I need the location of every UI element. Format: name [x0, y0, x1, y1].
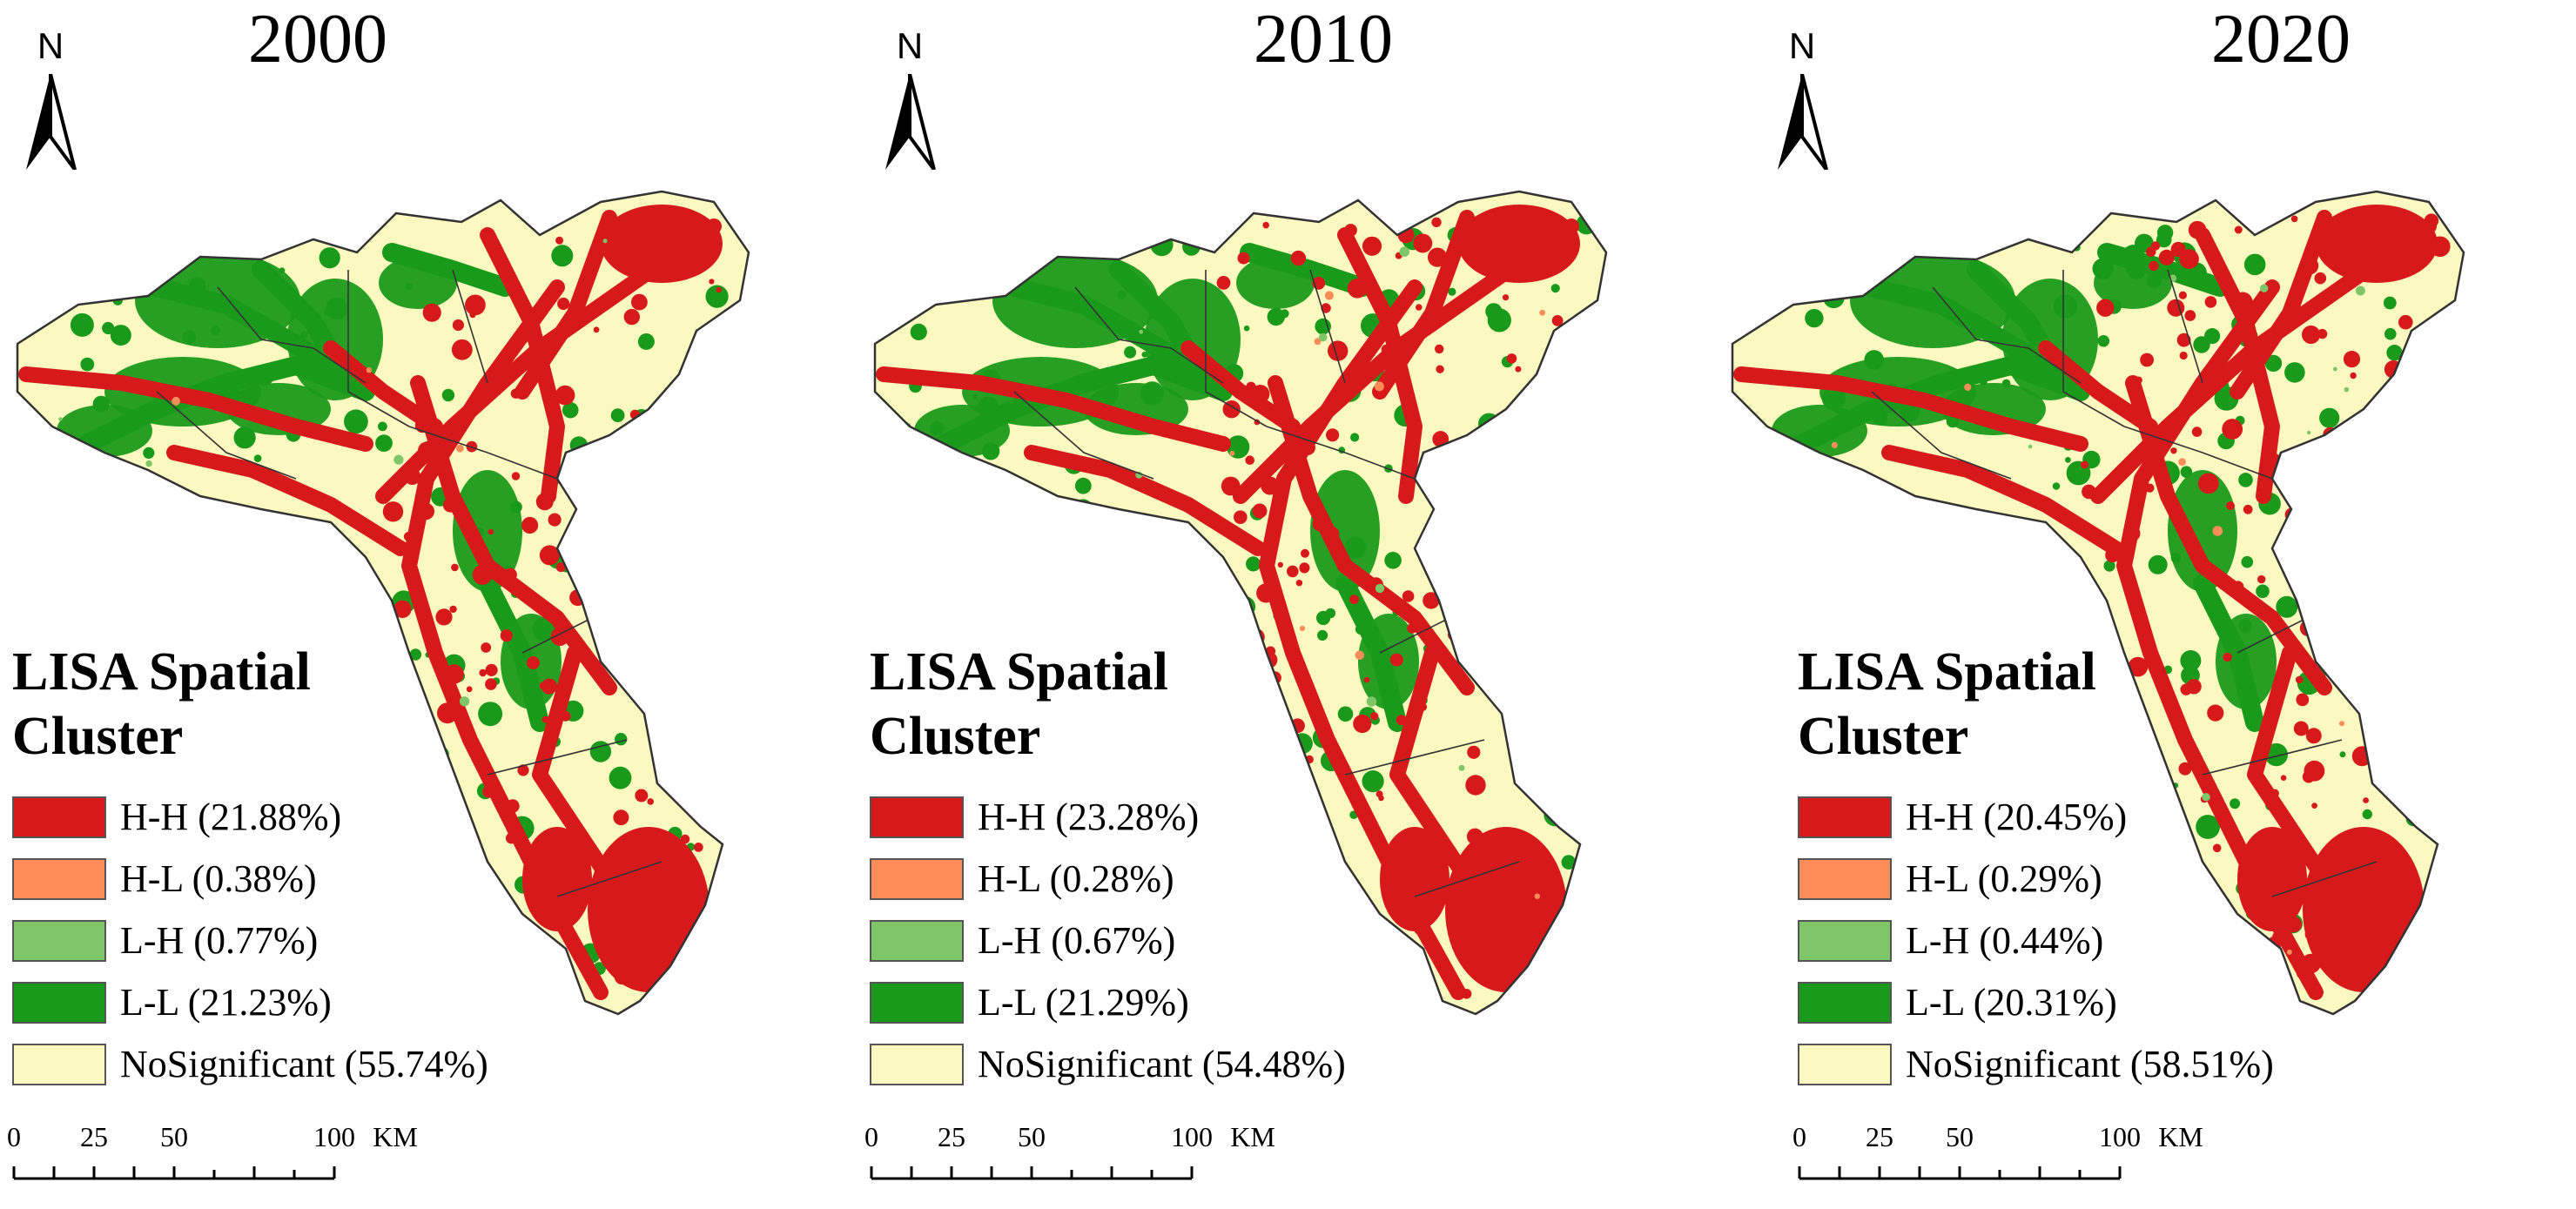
legend-item-ll: L-L (20.31%): [1798, 971, 2274, 1033]
legend-swatch: [870, 796, 964, 838]
legend-label: L-H (0.77%): [120, 918, 319, 962]
legend-swatch: [12, 1043, 106, 1085]
legend-label: L-H (0.44%): [1906, 918, 2104, 962]
legend-swatch: [1798, 1043, 1892, 1085]
legend-title-line2: Cluster: [1798, 707, 1969, 766]
legend-item-lh: L-H (0.44%): [1798, 910, 2274, 971]
legend-swatch: [12, 919, 106, 962]
panel-year-title: 2010: [1254, 1, 1393, 77]
legend-item-lh: L-H (0.77%): [12, 910, 488, 971]
scale-bar-ruler: [12, 1166, 336, 1180]
map-panel-2020: 2020 N LISA Spatial Cluster H-H (20.45%)…: [1715, 0, 2573, 1209]
scale-label-25: 25: [80, 1121, 108, 1152]
scale-label-50: 50: [160, 1121, 188, 1152]
legend-item-ns: NoSignificant (58.51%): [1798, 1033, 2274, 1095]
scale-unit: KM: [1230, 1121, 1275, 1152]
legend-swatch: [12, 857, 106, 900]
scale-label-100: 100: [1171, 1121, 1213, 1152]
legend-swatch: [12, 796, 106, 838]
legend-label: H-L (0.38%): [120, 856, 317, 900]
north-arrow: N: [16, 26, 85, 174]
legend-swatch: [1798, 796, 1892, 838]
legend-swatch: [1798, 857, 1892, 900]
map-panel-2000: 2000 N LISA Spatial Cluster H-H (21.88%)…: [0, 0, 858, 1209]
legend-label: NoSignificant (55.74%): [120, 1042, 488, 1085]
scale-label-25: 25: [938, 1121, 965, 1152]
legend-item-hh: H-H (20.45%): [1798, 786, 2274, 848]
legend-item-hl: H-L (0.28%): [870, 848, 1346, 910]
north-arrow-label: N: [37, 25, 64, 66]
legend-label: H-H (23.28%): [978, 795, 1200, 838]
legend-label: L-L (21.29%): [978, 980, 1189, 1024]
legend-swatch: [870, 919, 964, 962]
legend-item-hl: H-L (0.29%): [1798, 848, 2274, 910]
scale-label-50: 50: [1018, 1121, 1046, 1152]
legend-label: NoSignificant (58.51%): [1906, 1042, 2274, 1085]
scale-unit: KM: [373, 1121, 418, 1152]
legend-title-line1: LISA Spatial: [1798, 642, 2096, 702]
lisa-cluster-map: [16, 190, 750, 1016]
scale-bar-ruler: [1798, 1166, 2122, 1180]
legend: LISA Spatial Cluster H-H (20.45%) H-L (0…: [1798, 640, 2274, 1095]
scale-bar: 0 25 50 100 KM: [1792, 1121, 2216, 1199]
north-arrow-icon: [885, 74, 936, 170]
legend-swatch: [870, 857, 964, 900]
scale-bar: 0 25 50 100 KM: [864, 1121, 1288, 1199]
legend-item-ns: NoSignificant (55.74%): [12, 1033, 488, 1095]
scale-label-0: 0: [7, 1121, 21, 1152]
legend-label: H-L (0.28%): [978, 856, 1174, 900]
legend-item-ns: NoSignificant (54.48%): [870, 1033, 1346, 1095]
scale-label-100: 100: [2099, 1121, 2141, 1152]
scale-bar: 0 25 50 100 KM: [7, 1121, 430, 1199]
scale-label-0: 0: [1792, 1121, 1806, 1152]
legend-swatch: [12, 981, 106, 1024]
legend-item-hh: H-H (23.28%): [870, 786, 1346, 848]
legend-item-hl: H-L (0.38%): [12, 848, 488, 910]
legend-swatch: [1798, 981, 1892, 1024]
scale-label-25: 25: [1866, 1121, 1893, 1152]
legend-label: L-H (0.67%): [978, 918, 1176, 962]
legend-item-ll: L-L (21.23%): [12, 971, 488, 1033]
scale-unit: KM: [2158, 1121, 2203, 1152]
legend-title-line1: LISA Spatial: [870, 642, 1168, 702]
legend: LISA Spatial Cluster H-H (21.88%) H-L (0…: [12, 640, 488, 1095]
north-arrow-label: N: [896, 25, 924, 66]
legend-label: H-H (21.88%): [120, 795, 342, 838]
scale-bar-ruler: [870, 1166, 1194, 1180]
north-arrow: N: [875, 26, 945, 174]
legend-label: L-L (21.23%): [120, 980, 332, 1024]
scale-label-100: 100: [313, 1121, 355, 1152]
legend-swatch: [870, 981, 964, 1024]
panel-year-title: 2000: [248, 1, 387, 77]
north-arrow-icon: [26, 74, 77, 170]
north-arrow-label: N: [1788, 25, 1816, 66]
legend-item-hh: H-H (21.88%): [12, 786, 488, 848]
map-panel-2010: 2010 N LISA Spatial Cluster H-H (23.28%)…: [858, 0, 1716, 1209]
legend-label: NoSignificant (54.48%): [978, 1042, 1346, 1085]
legend: LISA Spatial Cluster H-H (23.28%) H-L (0…: [870, 640, 1346, 1095]
lisa-cluster-map: [873, 190, 1608, 1016]
legend-item-lh: L-H (0.67%): [870, 910, 1346, 971]
north-arrow: N: [1767, 26, 1837, 174]
legend-label: H-L (0.29%): [1906, 856, 2102, 900]
lisa-cluster-map: [1731, 190, 2465, 1016]
north-arrow-icon: [1778, 74, 1828, 170]
legend-title: LISA Spatial Cluster: [1798, 640, 2274, 769]
legend-title: LISA Spatial Cluster: [12, 640, 488, 769]
legend-swatch: [1798, 919, 1892, 962]
legend-title-line1: LISA Spatial: [12, 642, 311, 702]
legend-label: H-H (20.45%): [1906, 795, 2128, 838]
scale-label-50: 50: [1946, 1121, 1974, 1152]
scale-label-0: 0: [864, 1121, 878, 1152]
legend-item-ll: L-L (21.29%): [870, 971, 1346, 1033]
legend-title-line2: Cluster: [870, 707, 1041, 766]
legend-label: L-L (20.31%): [1906, 980, 2117, 1024]
legend-swatch: [870, 1043, 964, 1085]
legend-title-line2: Cluster: [12, 707, 184, 766]
legend-title: LISA Spatial Cluster: [870, 640, 1346, 769]
panel-year-title: 2020: [2211, 1, 2351, 77]
